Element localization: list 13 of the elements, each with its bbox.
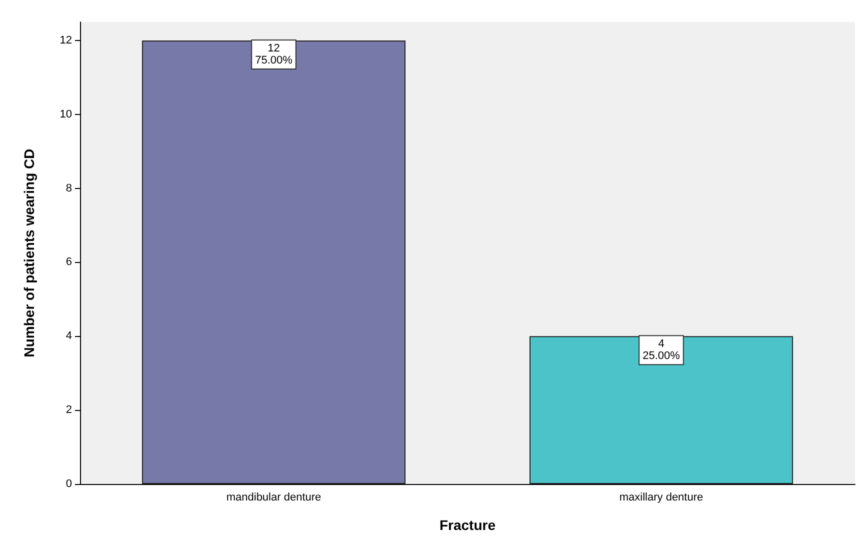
data-label: 12 75.00% <box>255 42 293 66</box>
y-tick-label: 4 <box>66 330 72 342</box>
y-tick-label: 10 <box>60 108 72 120</box>
x-tick-label: mandibular denture <box>226 492 322 504</box>
y-tick-label: 12 <box>60 34 72 46</box>
y-tick-label: 6 <box>66 256 72 268</box>
x-tick-label: maxillary denture <box>619 492 704 504</box>
y-tick-label: 8 <box>66 182 72 194</box>
y-tick-label: 0 <box>66 478 72 490</box>
data-label: 4 25.00% <box>642 338 680 362</box>
y-tick-label: 2 <box>66 404 72 416</box>
y-axis-title: Number of patients wearing CD <box>21 148 37 358</box>
x-axis-title: Fracture <box>439 517 496 533</box>
